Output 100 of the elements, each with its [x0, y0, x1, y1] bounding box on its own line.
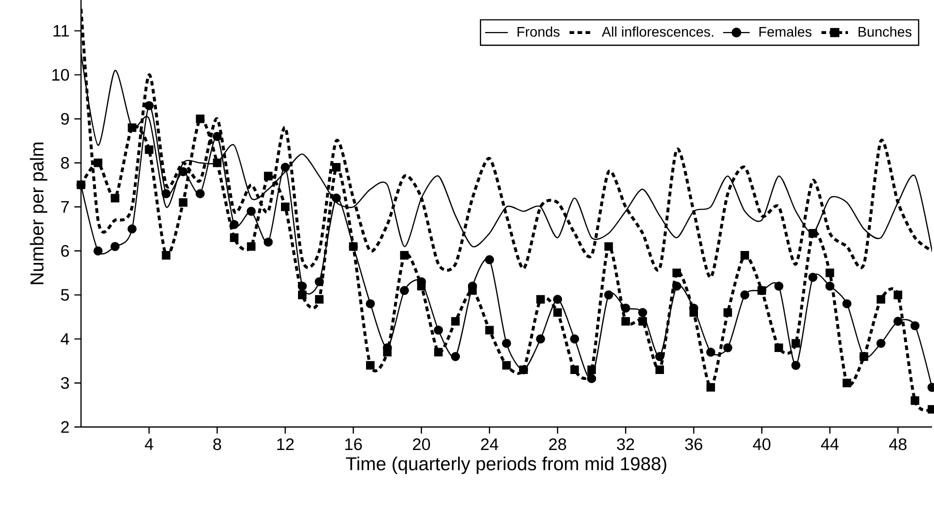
point: [502, 338, 512, 348]
x-tick-label: 4: [144, 438, 154, 450]
y-tick-label: 11: [54, 25, 69, 37]
point: [587, 374, 596, 384]
point: [468, 286, 477, 295]
point: [298, 290, 307, 300]
point: [638, 317, 647, 326]
point: [417, 282, 426, 290]
point: [178, 198, 188, 207]
y-tick-label: 4: [60, 333, 70, 345]
point: [587, 365, 596, 374]
point: [196, 189, 205, 198]
point: [315, 295, 324, 304]
point: [536, 295, 545, 304]
point: [910, 396, 920, 405]
legend-label: All inflorescences.: [602, 26, 714, 37]
x-tick-label: 44: [820, 438, 839, 450]
point: [280, 162, 290, 172]
point: [842, 378, 852, 388]
point: [791, 360, 800, 370]
point: [825, 282, 834, 291]
y-tick-label: 2: [61, 421, 69, 433]
y-tick-label: 6: [61, 245, 69, 257]
point: [450, 352, 460, 362]
point: [706, 383, 716, 392]
point: [178, 167, 188, 176]
point: [298, 282, 307, 291]
point: [144, 101, 154, 110]
point: [246, 206, 256, 216]
point: [774, 282, 784, 291]
point: [451, 317, 460, 326]
point: [212, 132, 222, 141]
point: [910, 321, 920, 330]
point: [808, 229, 818, 238]
x-tick-label: 40: [752, 438, 770, 450]
y-tick-label: 7: [61, 201, 69, 213]
y-tick-label: 9: [61, 112, 69, 125]
point: [672, 282, 682, 291]
x-tick-label: 12: [277, 438, 294, 450]
x-tick-label: 48: [889, 438, 907, 450]
point: [349, 242, 358, 251]
point: [128, 123, 136, 132]
point: [553, 308, 562, 317]
point: [553, 294, 562, 304]
point: [94, 158, 102, 168]
y-tick-label: 5: [61, 289, 69, 301]
y-axis-title: Number per palm: [30, 142, 48, 284]
point: [758, 286, 766, 295]
x-tick-label: 16: [345, 438, 362, 450]
point: [774, 343, 784, 352]
point: [604, 242, 613, 251]
point: [604, 290, 614, 300]
point: [332, 194, 341, 203]
point: [723, 308, 732, 317]
point: [502, 361, 511, 370]
point: [485, 326, 494, 334]
point: [400, 251, 409, 260]
point: [893, 316, 902, 326]
point: [519, 365, 528, 374]
point: [672, 268, 681, 278]
legend-label: Bunches: [858, 26, 912, 37]
legend-label: Females: [759, 26, 812, 37]
y-tick-label: 3: [60, 377, 69, 389]
point: [638, 308, 648, 318]
y-tick-label: 10: [52, 68, 69, 81]
point: [740, 290, 750, 300]
point: [484, 255, 494, 264]
point: [264, 172, 272, 180]
point: [196, 114, 204, 124]
point: [264, 238, 273, 247]
legend-label: Fronds: [518, 26, 560, 37]
x-tick-label: 8: [213, 438, 222, 450]
point: [366, 361, 375, 370]
point: [876, 338, 886, 348]
x-tick-label: 24: [481, 438, 498, 450]
point: [434, 326, 443, 335]
point: [860, 352, 868, 361]
point: [212, 158, 222, 168]
point: [570, 334, 580, 344]
point: [230, 233, 238, 242]
point: [740, 251, 750, 260]
point: [842, 299, 852, 308]
point: [94, 246, 103, 256]
point: [162, 251, 170, 260]
point: [332, 162, 341, 172]
point: [280, 202, 290, 212]
point: [894, 290, 902, 300]
point: [876, 295, 886, 304]
point: [621, 304, 630, 313]
point: [230, 220, 239, 230]
y-tick-label: 8: [61, 156, 69, 169]
point: [246, 242, 256, 251]
point: [400, 286, 409, 296]
point: [366, 299, 375, 308]
point: [162, 189, 171, 198]
point: [76, 180, 86, 190]
point: [655, 352, 664, 362]
point: [808, 272, 818, 282]
point: [826, 268, 834, 278]
point: [570, 365, 579, 374]
